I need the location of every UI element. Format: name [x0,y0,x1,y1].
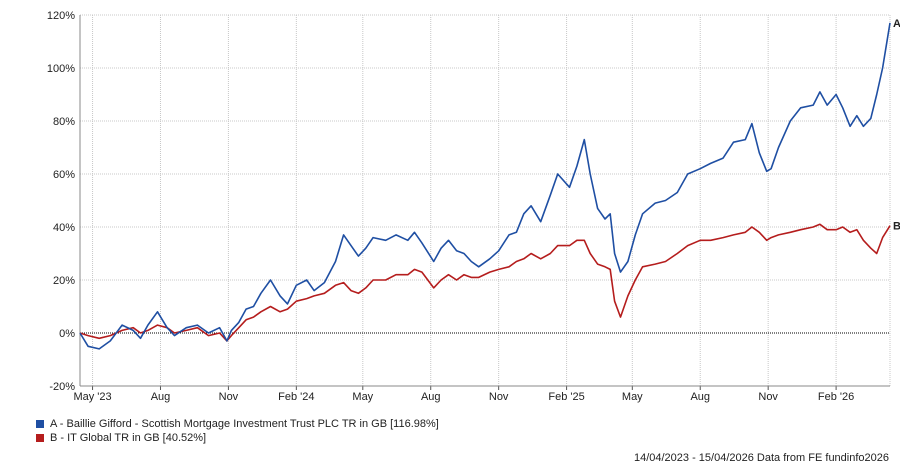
legend-swatch-b [36,434,44,442]
y-tick-label: 80% [53,116,75,128]
y-tick-label: 40% [53,222,75,234]
y-tick-label: 60% [53,169,75,181]
legend-label-b: B - IT Global TR in GB [40.52%] [50,432,207,444]
axes [79,15,890,390]
grid-lines [80,14,891,387]
tick-labels: -20% 0% 20% 40% 60% 80% 100% 120% May '23 Aug Nov F… [47,10,900,403]
x-tick-label: Nov [489,391,509,403]
y-tick-label: 100% [47,63,75,75]
y-tick-label: 0% [59,328,75,340]
x-tick-label: May '23 [73,391,111,403]
legend-item-b: B - IT Global TR in GB [40.52%] [36,431,439,445]
chart-legend: A - Baillie Gifford - Scottish Mortgage … [36,417,439,445]
footer-source: Data from FE fundinfo2026 [756,452,889,464]
x-tick-label: Feb '24 [278,391,314,403]
legend-item-a: A - Baillie Gifford - Scottish Mortgage … [36,417,439,431]
legend-swatch-a [36,420,44,428]
line-chart: -20% 0% 20% 40% 60% 80% 100% 120% May '23 Aug Nov F… [47,10,900,403]
series-lines [79,22,891,350]
y-tick-label: 20% [53,275,75,287]
chart-footer: 14/04/2023 - 15/04/2026 Data from FE fun… [634,452,889,464]
x-tick-label: Nov [758,391,778,403]
x-tick-label: Aug [151,391,171,403]
x-tick-label: May [352,391,373,403]
series-line-a [79,22,891,350]
series-line-b [79,223,891,342]
y-tick-label: -20% [49,381,75,393]
x-tick-label: May [622,391,643,403]
x-tick-label: Nov [219,391,239,403]
x-tick-label: Aug [421,391,441,403]
x-tick-label: Aug [690,391,710,403]
footer-date-range: 14/04/2023 - 15/04/2026 [633,452,754,464]
series-end-label-a: A [893,18,900,30]
series-end-label-b: B [893,221,900,233]
x-tick-label: Feb '25 [548,391,584,403]
legend-label-a: A - Baillie Gifford - Scottish Mortgage … [50,418,439,430]
x-tick-label: Feb '26 [818,391,854,403]
y-tick-label: 120% [47,10,75,22]
